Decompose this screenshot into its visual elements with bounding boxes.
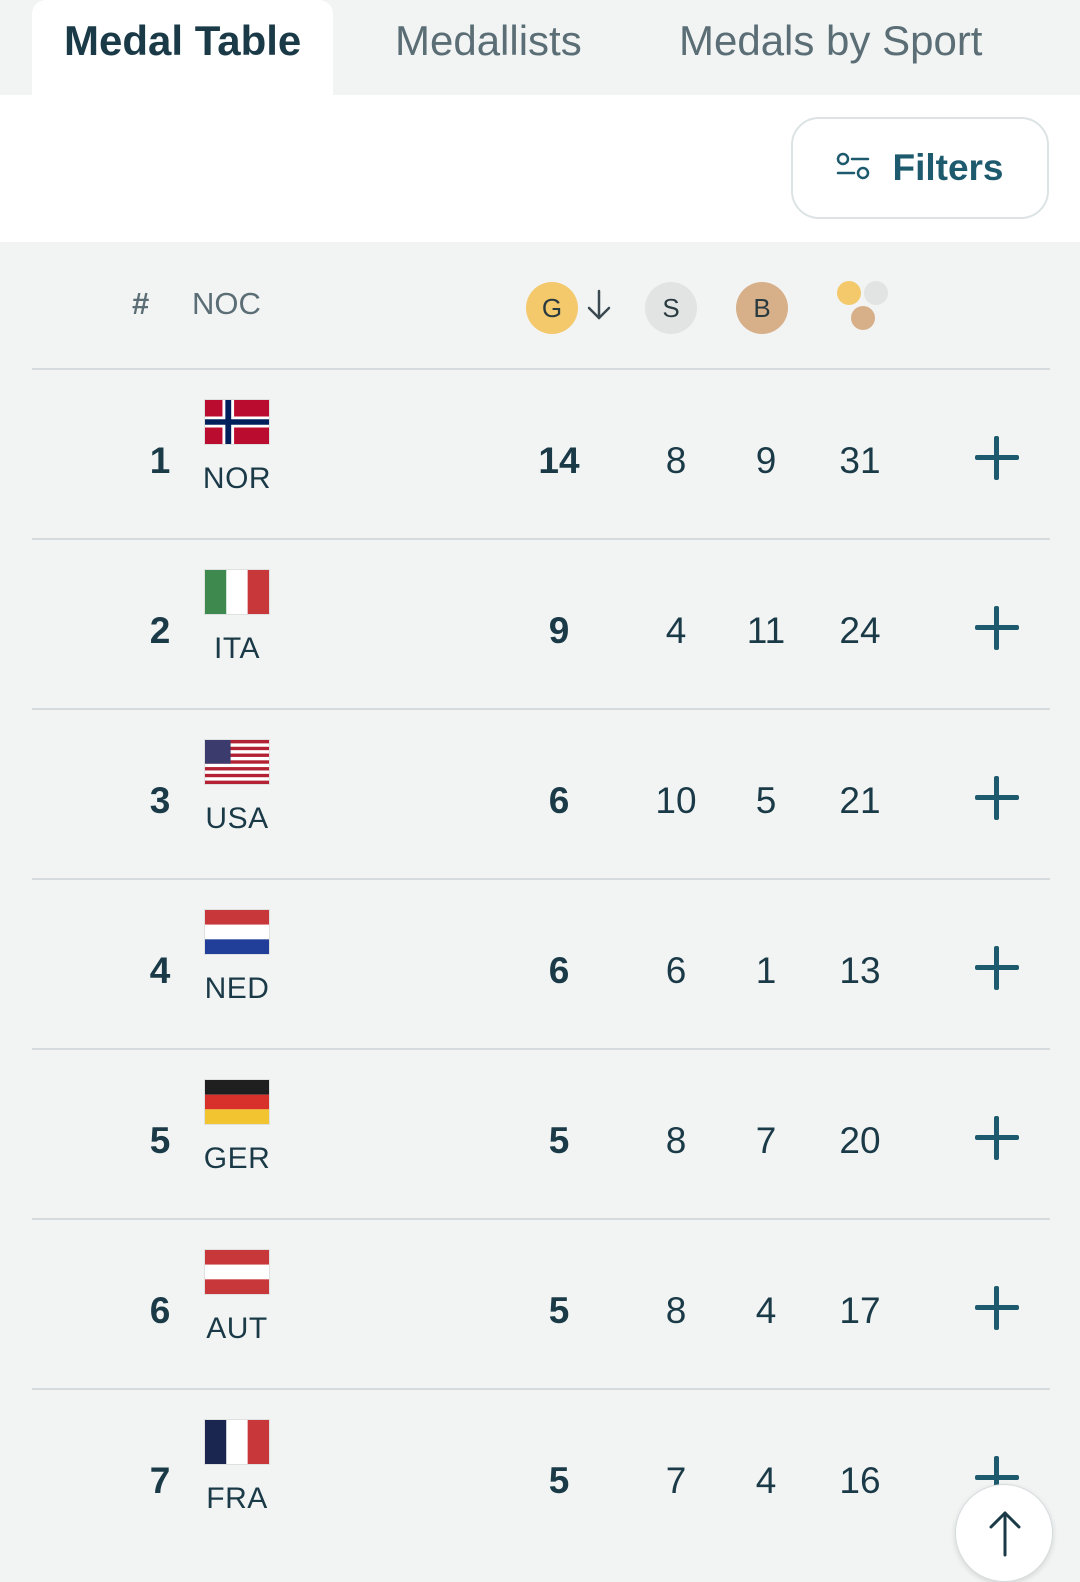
table-row[interactable]: 2 ITA 9 4 11 24 bbox=[32, 540, 1050, 708]
bronze-count: 11 bbox=[746, 610, 786, 651]
expand-plus-icon[interactable] bbox=[973, 944, 1021, 992]
silver-count: 8 bbox=[665, 1120, 687, 1161]
gold-count: 14 bbox=[538, 440, 580, 481]
flag-austria-icon bbox=[205, 1250, 269, 1294]
gold-count: 6 bbox=[548, 780, 570, 821]
rank-value: 2 bbox=[149, 610, 171, 651]
rank-value: 6 bbox=[149, 1290, 171, 1331]
flag-norway-icon bbox=[205, 400, 269, 444]
rank-value: 4 bbox=[149, 950, 171, 991]
noc-code: GER bbox=[203, 1142, 271, 1175]
gold-count: 6 bbox=[548, 950, 570, 991]
silver-count: 8 bbox=[665, 440, 687, 481]
table-row[interactable]: 4 NED 6 6 1 13 bbox=[32, 880, 1050, 1048]
total-count: 13 bbox=[839, 950, 881, 991]
header-noc: NOC bbox=[192, 286, 261, 321]
divider bbox=[32, 368, 1050, 370]
total-count: 31 bbox=[839, 440, 881, 481]
scroll-top-button[interactable] bbox=[955, 1484, 1053, 1582]
noc-code: USA bbox=[205, 802, 269, 835]
flag-france-icon bbox=[205, 1420, 269, 1464]
total-count: 17 bbox=[839, 1290, 881, 1331]
bronze-count: 7 bbox=[755, 1120, 777, 1161]
table-row[interactable]: 7 FRA 5 7 4 16 bbox=[32, 1390, 1050, 1558]
flag-germany-icon bbox=[205, 1080, 269, 1124]
tab-medal-table[interactable]: Medal Table bbox=[32, 0, 334, 95]
bronze-count: 9 bbox=[755, 440, 777, 481]
arrow-down-icon[interactable] bbox=[584, 288, 614, 327]
filters-label: Filters bbox=[892, 147, 1004, 188]
divider bbox=[32, 878, 1050, 880]
divider bbox=[32, 708, 1050, 710]
expand-plus-icon[interactable] bbox=[973, 434, 1021, 482]
bronze-count: 4 bbox=[755, 1290, 777, 1331]
noc-code: FRA bbox=[206, 1482, 268, 1515]
noc-code: ITA bbox=[214, 632, 260, 665]
divider bbox=[32, 1048, 1050, 1050]
filter-sliders-icon bbox=[836, 151, 870, 186]
filter-bar: Filters bbox=[0, 95, 1080, 242]
gold-count: 5 bbox=[548, 1460, 570, 1501]
header-bronze[interactable]: B bbox=[736, 282, 788, 334]
filters-button[interactable]: Filters bbox=[791, 117, 1049, 219]
expand-plus-icon[interactable] bbox=[973, 1114, 1021, 1162]
table-row[interactable]: 1 NOR 14 8 9 31 bbox=[32, 370, 1050, 538]
gold-count: 9 bbox=[548, 610, 570, 651]
bronze-count: 4 bbox=[755, 1460, 777, 1501]
flag-netherlands-icon bbox=[205, 910, 269, 954]
flag-italy-icon bbox=[205, 570, 269, 614]
expand-plus-icon[interactable] bbox=[973, 1284, 1021, 1332]
total-count: 21 bbox=[839, 780, 881, 821]
total-count: 16 bbox=[839, 1460, 881, 1501]
expand-plus-icon[interactable] bbox=[973, 774, 1021, 822]
bronze-count: 5 bbox=[755, 780, 777, 821]
divider bbox=[32, 538, 1050, 540]
flag-usa-icon bbox=[205, 740, 269, 784]
rank-value: 3 bbox=[149, 780, 171, 821]
noc-code: AUT bbox=[206, 1312, 268, 1345]
bronze-count: 1 bbox=[755, 950, 777, 991]
noc-code: NED bbox=[204, 972, 270, 1005]
noc-code: NOR bbox=[202, 462, 272, 495]
header-silver[interactable]: S bbox=[645, 282, 697, 334]
divider bbox=[32, 1218, 1050, 1220]
silver-count: 8 bbox=[665, 1290, 687, 1331]
table-row[interactable]: 5 GER 5 8 7 20 bbox=[32, 1050, 1050, 1218]
table-row[interactable]: 3 USA 6 10 5 21 bbox=[32, 710, 1050, 878]
silver-count: 6 bbox=[665, 950, 687, 991]
gold-count: 5 bbox=[548, 1290, 570, 1331]
table-header: # NOC G S B bbox=[32, 242, 1050, 368]
tab-medals-by-sport[interactable]: Medals by Sport bbox=[679, 17, 983, 64]
medal-cluster-icon[interactable] bbox=[834, 280, 894, 337]
silver-count: 10 bbox=[655, 780, 697, 821]
header-gold-sort[interactable]: G bbox=[526, 282, 578, 334]
silver-count: 4 bbox=[665, 610, 687, 651]
gold-count: 5 bbox=[548, 1120, 570, 1161]
total-count: 20 bbox=[839, 1120, 881, 1161]
table-row[interactable]: 6 AUT 5 8 4 17 bbox=[32, 1220, 1050, 1388]
tab-medallists[interactable]: Medallists bbox=[395, 17, 582, 64]
rank-value: 1 bbox=[149, 440, 171, 481]
total-count: 24 bbox=[839, 610, 881, 651]
divider bbox=[32, 1388, 1050, 1390]
arrow-up-icon bbox=[985, 1507, 1025, 1562]
silver-count: 7 bbox=[665, 1460, 687, 1501]
header-rank: # bbox=[132, 286, 150, 321]
rank-value: 5 bbox=[149, 1120, 171, 1161]
rank-value: 7 bbox=[149, 1460, 171, 1501]
expand-plus-icon[interactable] bbox=[973, 1454, 1021, 1502]
tab-bar: Medal Table Medallists Medals by Sport bbox=[0, 0, 1080, 95]
expand-plus-icon[interactable] bbox=[973, 604, 1021, 652]
